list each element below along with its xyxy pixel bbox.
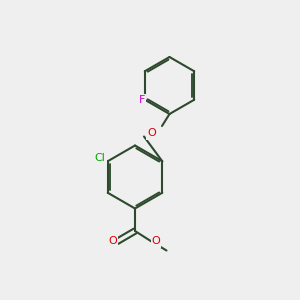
Text: O: O bbox=[152, 236, 160, 247]
Text: F: F bbox=[139, 95, 145, 105]
Text: O: O bbox=[147, 128, 156, 139]
Text: O: O bbox=[108, 236, 117, 247]
Text: Cl: Cl bbox=[95, 153, 106, 163]
